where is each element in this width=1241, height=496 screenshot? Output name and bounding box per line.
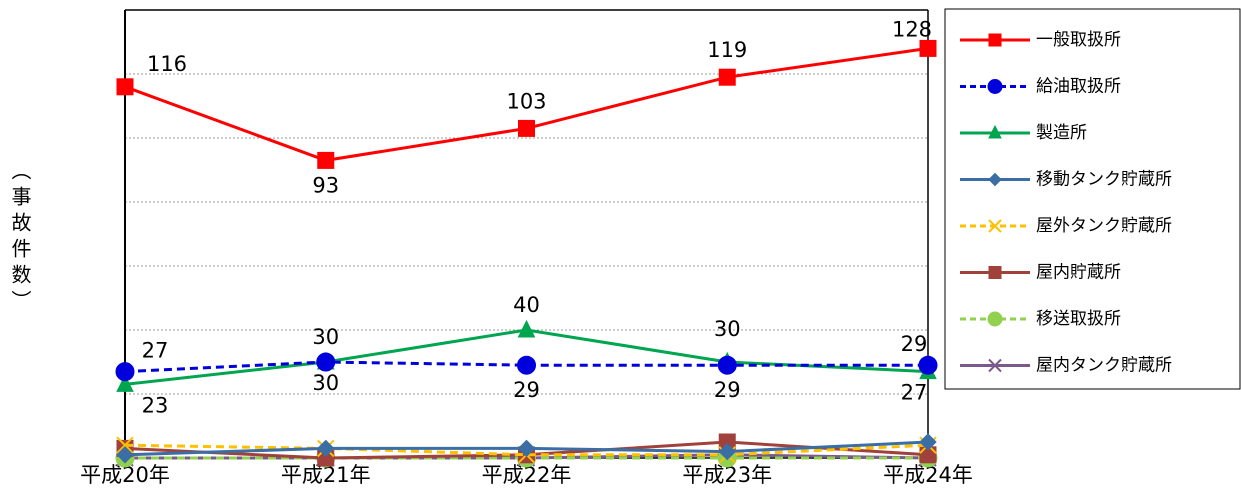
- data-label: 30: [714, 317, 741, 341]
- series-line: [124, 360, 928, 374]
- point: [116, 374, 134, 392]
- point: [317, 439, 335, 458]
- legend-marker: [988, 358, 1002, 373]
- data-label: 119: [707, 38, 747, 62]
- legend-marker: [987, 79, 1003, 94]
- data-label: 116: [147, 52, 187, 76]
- data-label: 103: [506, 89, 546, 113]
- point: [718, 442, 736, 461]
- legend-label: 屋内タンク貯蔵所: [1036, 356, 1172, 376]
- legend: [944, 8, 1241, 390]
- legend-marker: [988, 33, 1002, 47]
- point: [115, 362, 135, 382]
- legend-label: 給油取扱所: [1036, 77, 1121, 97]
- legend-marker: [988, 266, 1002, 279]
- point: [116, 446, 134, 464]
- data-label: 93: [312, 173, 339, 197]
- legend-marker: [988, 172, 1002, 187]
- legend-label: 移動タンク貯蔵所: [1036, 170, 1172, 190]
- point: [116, 78, 134, 96]
- point: [517, 355, 536, 375]
- data-label: 128: [892, 17, 932, 41]
- legend-label: 屋内貯蔵所: [1036, 263, 1121, 283]
- legend-label: 一般取扱所: [1036, 30, 1121, 50]
- point: [517, 319, 536, 338]
- data-label: 40: [513, 293, 540, 317]
- point: [317, 151, 335, 169]
- legend-label: 製造所: [1036, 123, 1087, 143]
- data-label: 23: [142, 393, 169, 417]
- data-label: 29: [714, 378, 741, 402]
- legend-marker: [988, 124, 1002, 139]
- data-label: 30: [312, 325, 339, 349]
- legend-label: 屋外タンク貯蔵所: [1036, 216, 1172, 236]
- legend-marker: [987, 311, 1003, 327]
- point: [316, 352, 336, 372]
- point: [919, 39, 937, 57]
- series-line: [124, 443, 929, 457]
- point: [717, 355, 737, 375]
- point: [116, 436, 134, 454]
- y-axis-label: （事故件数）: [8, 160, 32, 316]
- data-label: 27: [142, 339, 169, 363]
- data-label: 29: [513, 378, 540, 402]
- point: [517, 439, 536, 458]
- data-label: 29: [901, 332, 928, 356]
- data-label: 27: [901, 381, 928, 405]
- point: [518, 119, 535, 137]
- legend-label: 移送取扱所: [1036, 309, 1121, 329]
- point: [718, 68, 736, 86]
- point: [918, 355, 938, 375]
- data-label: 30: [312, 371, 339, 395]
- legend-marker: [988, 219, 1002, 233]
- point: [919, 433, 937, 451]
